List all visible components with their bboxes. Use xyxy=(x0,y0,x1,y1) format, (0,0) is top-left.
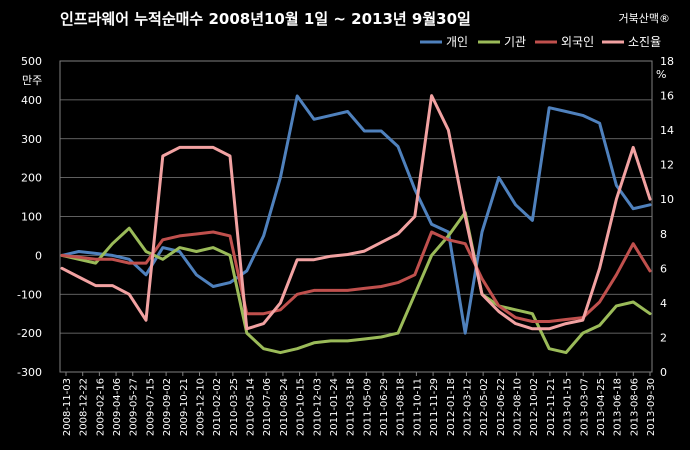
y-tick-label: 0 xyxy=(35,249,42,262)
y2-tick-label: 18 xyxy=(660,55,674,68)
x-tick-label: 2013-01-15 xyxy=(563,378,574,436)
legend-label: 개인 xyxy=(446,35,468,49)
x-tick-label: 2010-07-06 xyxy=(262,378,273,436)
y2-tick-label: 4 xyxy=(660,297,667,310)
x-tick-label: 2010-10-15 xyxy=(296,378,307,436)
x-tick-label: 2010-03-25 xyxy=(229,378,240,436)
legend-label: 외국인 xyxy=(561,35,594,49)
legend-label: 소진율 xyxy=(628,35,661,49)
x-tick-label: 2009-05-27 xyxy=(129,378,140,436)
x-tick-label: 2011-06-29 xyxy=(379,378,390,436)
y2-tick-label: 0 xyxy=(660,366,667,379)
y-tick-label: 400 xyxy=(21,94,42,107)
series-line xyxy=(60,94,652,331)
series-line xyxy=(60,211,652,355)
x-tick-label: 2010-08-24 xyxy=(279,378,290,436)
x-tick-label: 2012-03-12 xyxy=(462,378,473,436)
chart-title: 인프라웨어 누적순매수 2008년10월 1일 ~ 2013년 9월30일 xyxy=(60,10,471,28)
x-tick-label: 2012-01-18 xyxy=(446,378,457,436)
x-tick-label: 2011-10-11 xyxy=(412,378,423,436)
plot-area: -300 -200 -100 0 100 200 300 400 500 0 2 4 6 8 10 12 14 1… xyxy=(17,55,674,436)
x-tick-label: 2011-03-18 xyxy=(346,378,357,436)
x-tick-label: 2012-06-22 xyxy=(496,378,507,436)
x-tick-label: 2013-06-18 xyxy=(613,378,624,436)
x-tick-label: 2009-02-16 xyxy=(95,378,106,436)
series-line xyxy=(60,94,652,335)
x-tick-label: 2011-01-24 xyxy=(329,378,340,436)
y-tick-label: 500 xyxy=(21,55,42,68)
x-tick-label: 2013-03-07 xyxy=(579,378,590,436)
x-tick-label: 2011-08-18 xyxy=(396,378,407,436)
x-tick-label: 2008-11-03 xyxy=(62,378,73,436)
y2-tick-label: 12 xyxy=(660,159,674,172)
y2-tick-label: 6 xyxy=(660,262,667,275)
x-tick-label: 2012-10-02 xyxy=(529,378,540,436)
y2-tick-label: 2 xyxy=(660,331,667,344)
y-axis-label: 만주 xyxy=(22,74,42,87)
y2-tick-label: 10 xyxy=(660,193,674,206)
x-tick-label: 2010-05-14 xyxy=(246,378,257,436)
x-tick-label: 2010-02-02 xyxy=(212,378,223,436)
watermark: 거북산맥® xyxy=(619,12,670,25)
series-line xyxy=(60,230,652,323)
x-tick-label: 2012-08-10 xyxy=(513,378,524,436)
x-tick-label: 2011-11-29 xyxy=(429,378,440,436)
y2-tick-label: 8 xyxy=(660,228,667,241)
legend: 개인 기관 외국인 소진율 xyxy=(420,35,661,49)
x-tick-label: 2013-09-30 xyxy=(646,378,657,436)
legend-label: 기관 xyxy=(504,35,526,49)
y-tick-label: 300 xyxy=(21,133,42,146)
y-tick-label: -300 xyxy=(17,366,42,379)
y-tick-label: -200 xyxy=(17,327,42,340)
x-tick-label: 2009-07-15 xyxy=(145,378,156,436)
x-tick-label: 2013-04-25 xyxy=(596,378,607,436)
y2-axis-label: % xyxy=(656,68,666,81)
x-tick-label: 2008-12-22 xyxy=(79,378,90,436)
y-tick-label: 100 xyxy=(21,211,42,224)
x-tick-label: 2010-12-03 xyxy=(312,378,323,436)
x-tick-label: 2009-12-10 xyxy=(195,378,206,436)
x-tick-label: 2009-04-06 xyxy=(112,378,123,436)
y2-tick-label: 16 xyxy=(660,90,674,103)
x-tick-label: 2013-08-06 xyxy=(629,378,640,436)
y-tick-label: 200 xyxy=(21,172,42,185)
x-tick-label: 2009-09-02 xyxy=(162,378,173,436)
x-tick-label: 2009-10-21 xyxy=(179,378,190,436)
y-tick-label: -100 xyxy=(17,288,42,301)
x-tick-label: 2012-05-02 xyxy=(479,378,490,436)
x-tick-label: 2012-11-21 xyxy=(546,378,557,436)
y2-tick-label: 14 xyxy=(660,124,674,137)
x-tick-label: 2011-05-09 xyxy=(362,378,373,436)
